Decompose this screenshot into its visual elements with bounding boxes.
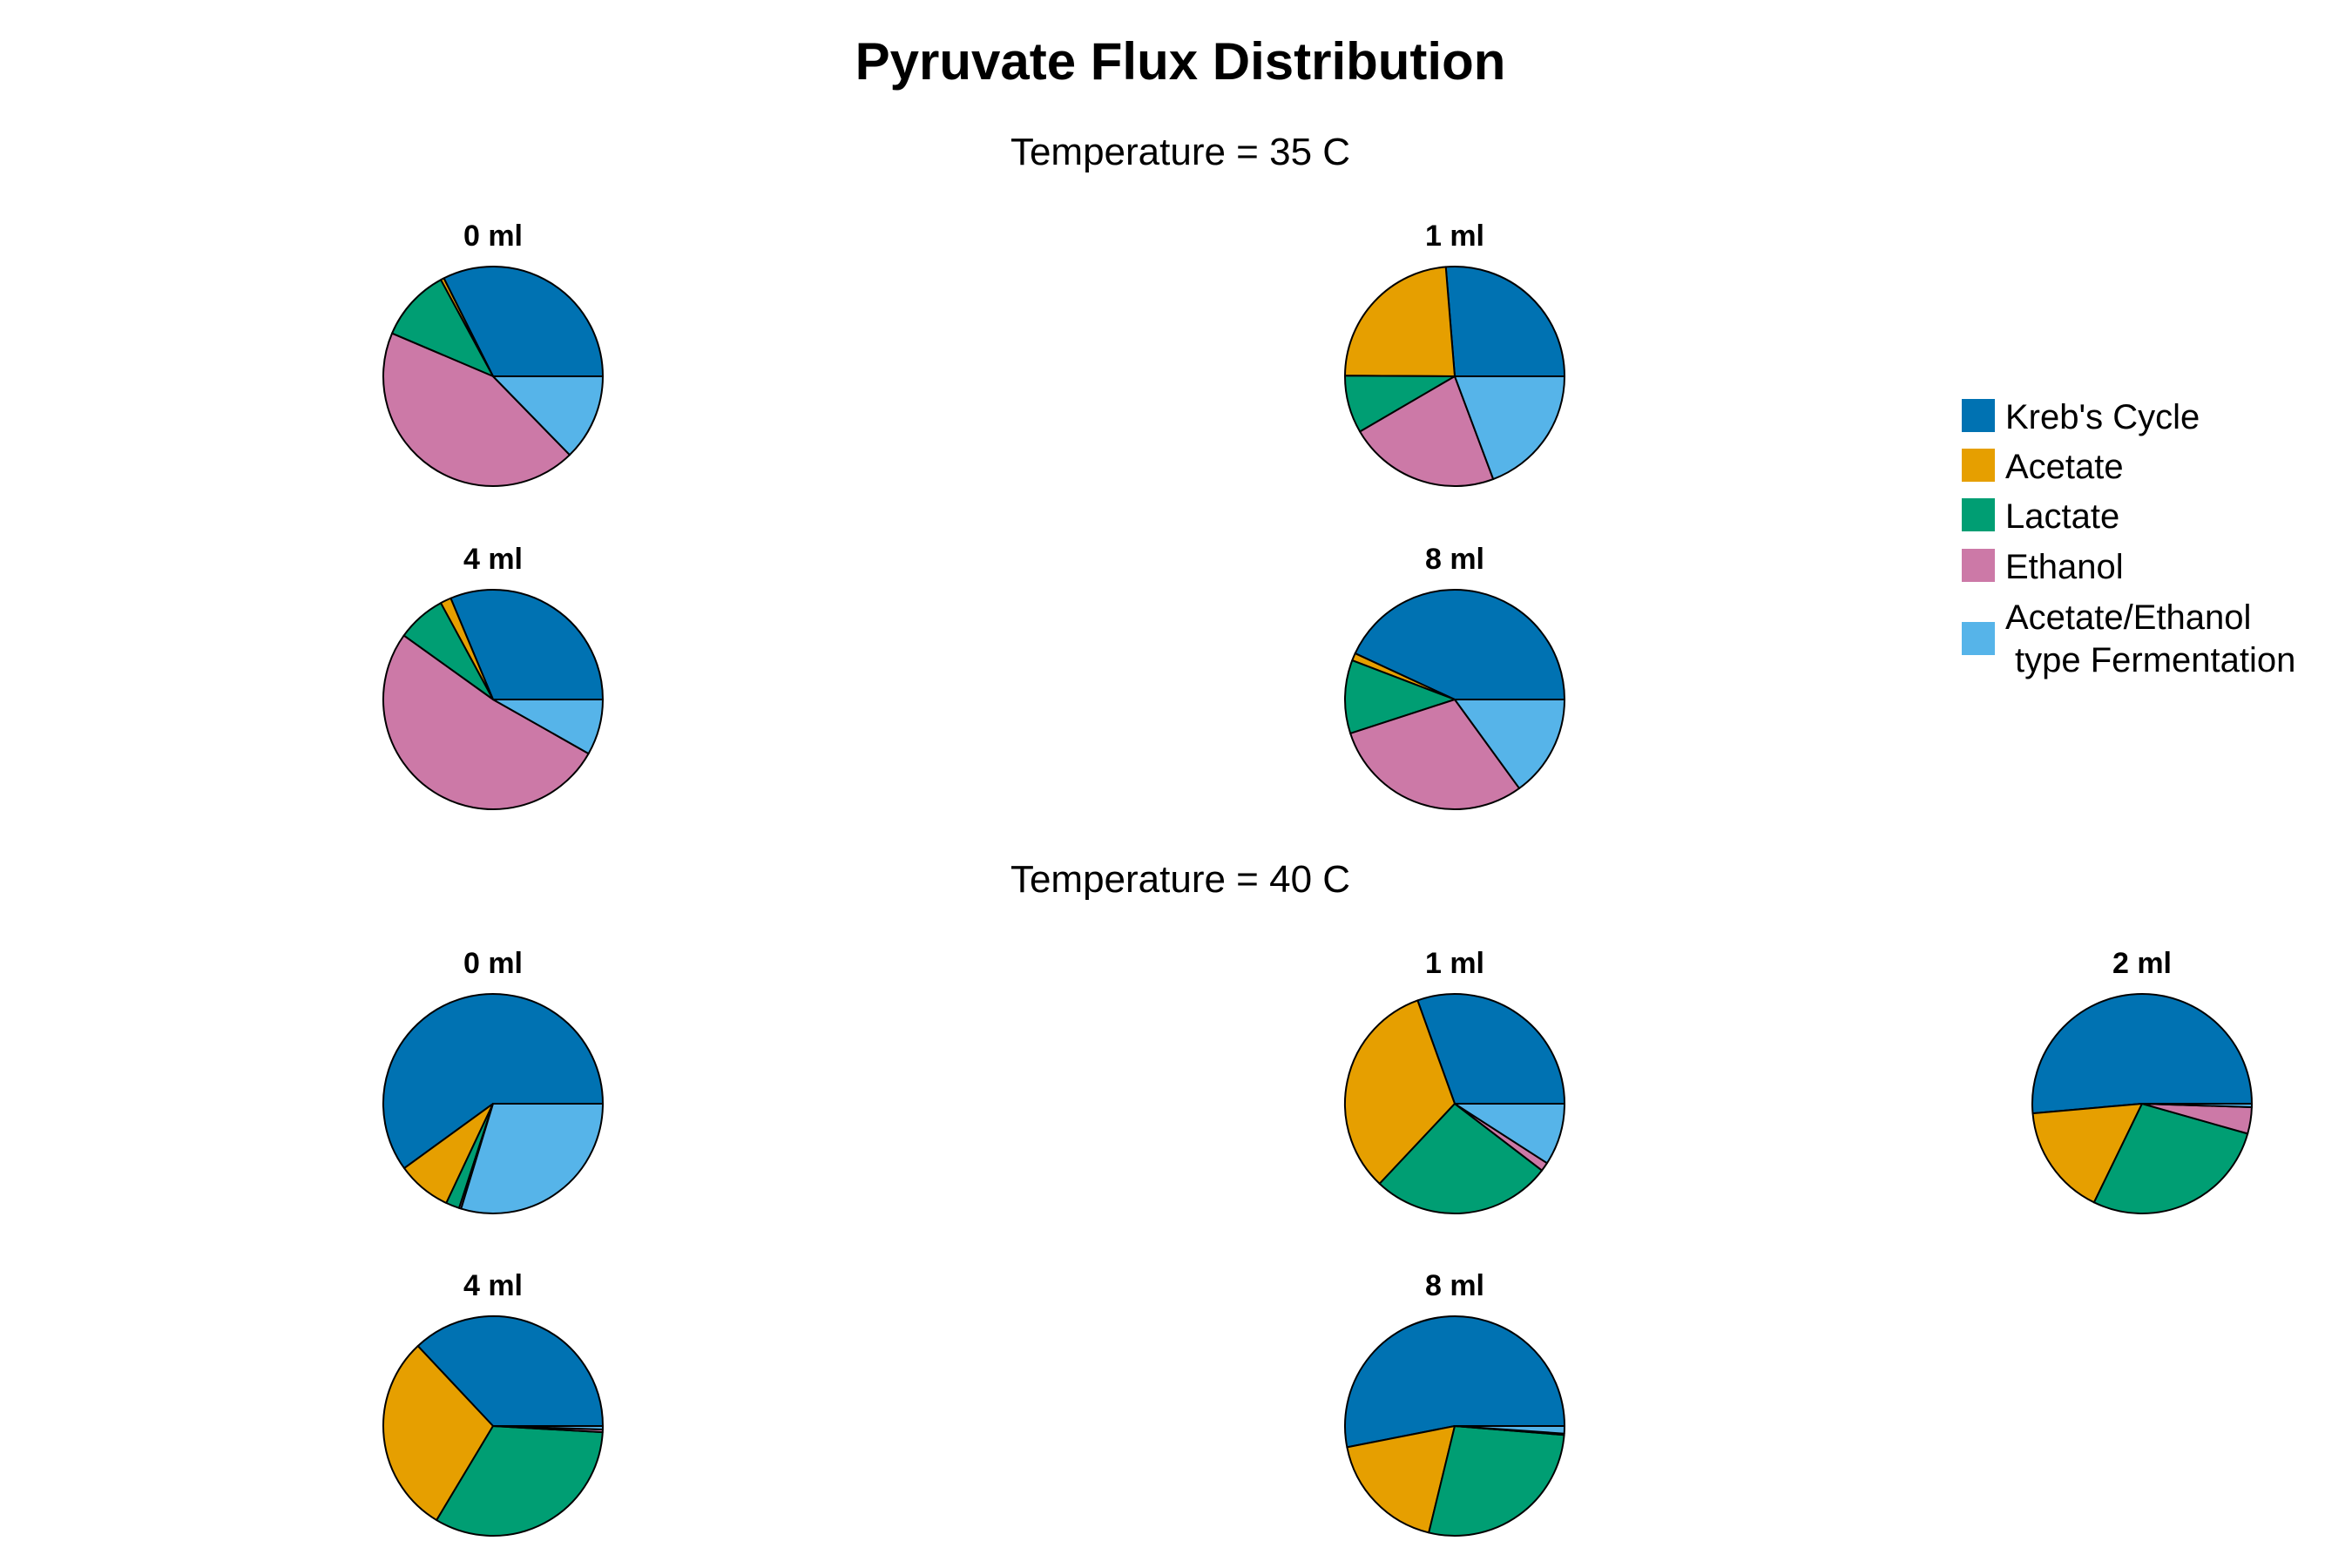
pie-40c-4ml-slice-krebs <box>416 1315 604 1427</box>
pie-40c-2ml-label: 2 ml <box>2112 947 2172 980</box>
group-title-35c: Temperature = 35 C <box>1010 131 1350 173</box>
pie-40c-1ml: 1 ml <box>1344 947 1565 1214</box>
pie-35c-4ml-slice-fermentation <box>492 699 604 755</box>
pie-40c-0ml-slice-fermentation <box>460 1103 604 1214</box>
pie-40c-1ml-label: 1 ml <box>1425 947 1484 980</box>
pie-35c-4ml-label: 4 ml <box>463 543 523 576</box>
legend-label-ethanol: Ethanol <box>2005 548 2124 586</box>
pie-40c-2ml: 2 ml <box>2031 947 2254 1214</box>
legend-label-lactate: Lactate <box>2005 497 2119 536</box>
legend-swatch-acetate <box>1962 449 1995 482</box>
pie-40c-2ml-slice-lactate <box>2092 1103 2249 1214</box>
pie-40c-8ml-slice-krebs <box>1344 1315 1565 1449</box>
legend-label-fermentation-1: Acetate/Ethanol <box>2005 598 2251 637</box>
group-title-40c: Temperature = 40 C <box>1010 858 1350 901</box>
pie-35c-1ml-slice-fermentation <box>1454 375 1565 481</box>
pie-40c-2ml-slice-acetate <box>2031 1103 2143 1204</box>
pie-35c-1ml-slice-ethanol <box>1359 375 1495 487</box>
legend-label-krebs: Kreb's Cycle <box>2005 398 2200 436</box>
pie-40c-8ml-slice-lactate <box>1428 1425 1565 1537</box>
pie-40c-8ml-slice-acetate <box>1346 1425 1456 1534</box>
pie-35c-0ml-slice-lactate <box>391 279 494 377</box>
legend-swatch-krebs <box>1962 399 1995 432</box>
pie-35c-0ml: 0 ml <box>382 220 604 487</box>
pie-35c-0ml-slice-krebs <box>443 266 604 377</box>
pie-40c-0ml-slice-krebs <box>382 993 604 1170</box>
pie-35c-4ml-slice-ethanol <box>382 634 590 810</box>
pie-40c-8ml: 8 ml <box>1344 1269 1566 1537</box>
pie-35c-8ml-slice-fermentation <box>1454 699 1565 789</box>
pie-40c-4ml-slice-lactate <box>436 1425 604 1537</box>
legend-swatch-lactate <box>1962 498 1995 531</box>
legend-swatch-ethanol <box>1962 549 1995 582</box>
pie-35c-0ml-slice-fermentation <box>492 375 604 456</box>
pie-40c-0ml: 0 ml <box>382 947 604 1214</box>
pie-40c-1ml-slice-krebs <box>1416 993 1565 1105</box>
pie-40c-4ml: 4 ml <box>382 1269 605 1537</box>
legend: Kreb's Cycle Acetate Lactate Ethanol Ace… <box>1962 398 2295 679</box>
pie-35c-8ml-slice-lactate <box>1344 659 1456 734</box>
legend-label-fermentation-2: type Fermentation <box>2015 641 2295 679</box>
pie-35c-0ml-label: 0 ml <box>463 220 523 253</box>
pie-40c-0ml-label: 0 ml <box>463 947 523 980</box>
pie-charts: 0 ml 1 ml 4 ml 8 ml 0 ml 1 ml 2 ml 4 ml 8 ml <box>382 220 2254 1537</box>
pie-35c-0ml-slice-ethanol <box>382 332 571 487</box>
pie-35c-1ml: 1 ml <box>1343 220 1565 487</box>
pie-40c-1ml-slice-lactate <box>1378 1103 1544 1214</box>
pie-35c-4ml-slice-krebs <box>449 589 604 700</box>
chart-title: Pyruvate Flux Distribution <box>855 32 1506 91</box>
pie-35c-1ml-label: 1 ml <box>1425 220 1484 253</box>
pie-35c-1ml-slice-krebs <box>1444 266 1565 377</box>
pie-35c-8ml-label: 8 ml <box>1425 543 1484 576</box>
pie-35c-4ml: 4 ml <box>382 543 604 810</box>
pie-35c-8ml-slice-ethanol <box>1349 699 1521 810</box>
pie-40c-1ml-slice-acetate <box>1344 999 1456 1185</box>
pie-35c-1ml-slice-acetate <box>1344 266 1456 377</box>
legend-swatch-fermentation <box>1962 622 1995 655</box>
pie-35c-8ml-slice-krebs <box>1354 589 1565 700</box>
pie-40c-8ml-label: 8 ml <box>1425 1269 1484 1302</box>
pie-40c-2ml-slice-fermentation <box>2141 1103 2254 1108</box>
pie-40c-1ml-slice-fermentation <box>1454 1103 1565 1165</box>
pie-40c-2ml-slice-krebs <box>2031 993 2253 1115</box>
pie-40c-8ml-slice-fermentation <box>1454 1425 1566 1435</box>
legend-label-acetate: Acetate <box>2005 448 2124 486</box>
pie-40c-4ml-slice-fermentation <box>492 1425 605 1430</box>
pie-40c-4ml-label: 4 ml <box>463 1269 523 1302</box>
pie-40c-4ml-slice-acetate <box>382 1345 494 1522</box>
pie-35c-8ml: 8 ml <box>1344 543 1565 810</box>
